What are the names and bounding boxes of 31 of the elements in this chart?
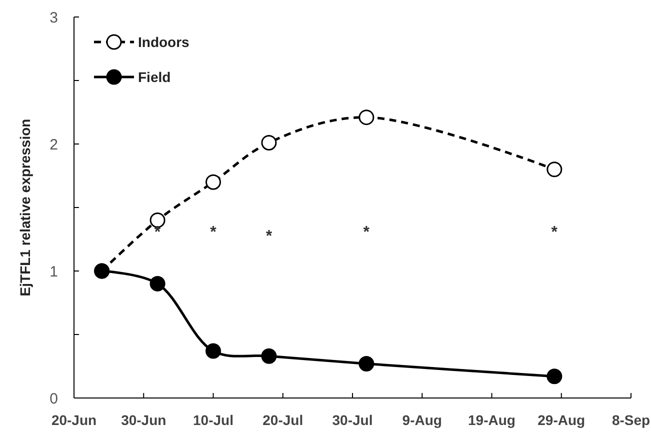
point [358,356,374,372]
y-tick-label: 3 [50,9,58,26]
y-tick-label: 1 [50,263,58,280]
annotation: * [210,224,218,242]
legend-label: Field [138,68,171,85]
point [150,212,166,228]
x-tick-label: 9-Aug [402,412,442,428]
annotation: * [154,224,162,242]
point [261,134,277,150]
y-tick-label: 2 [50,136,58,154]
x-tick-label: 30-Jul [332,412,373,428]
x-tick-label: 8-Sep [612,412,650,428]
point [261,348,277,364]
point [206,343,221,359]
y-tick-label: 0 [50,390,58,408]
point [546,162,562,178]
x-tick-label: 30-Jun [121,412,166,428]
x-tick-label: 20-Jun [51,412,97,428]
point [150,276,166,292]
point [546,368,562,384]
point [206,174,221,190]
x-tick-label: 10-Jul [193,412,234,428]
legend-label: Indoors [138,34,190,50]
y-axis-title: EjTFL1 relative expression [17,118,33,296]
annotation: * [266,228,273,246]
point [358,110,374,126]
x-tick-label: 19-Aug [468,412,516,428]
x-tick-label: 20-Jul [262,412,304,428]
annotation: * [363,224,370,242]
x-tick-label: 29-Aug [538,412,586,428]
annotation: * [551,224,558,242]
